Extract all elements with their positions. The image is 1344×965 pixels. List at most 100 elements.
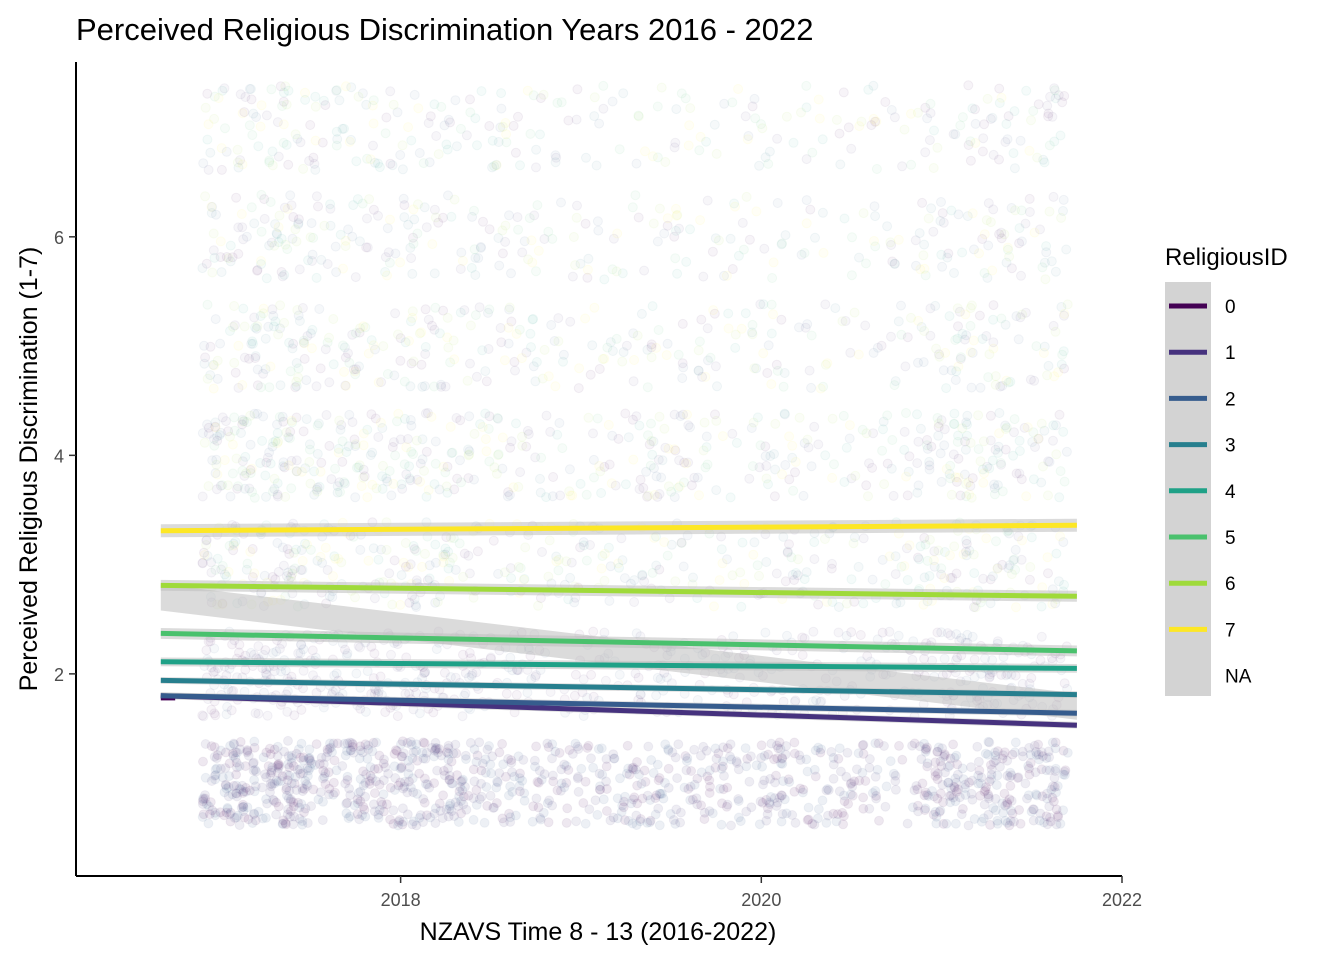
observation-point xyxy=(1023,790,1034,801)
observation-point xyxy=(885,756,896,767)
observation-point xyxy=(313,794,324,805)
observation-point xyxy=(558,356,568,367)
observation-point xyxy=(247,338,258,349)
observation-point xyxy=(409,594,420,605)
observation-point xyxy=(291,455,302,466)
observation-point xyxy=(433,747,444,758)
observation-point xyxy=(334,95,345,106)
observation-point xyxy=(573,772,583,782)
observation-point xyxy=(430,557,441,568)
observation-point xyxy=(1000,424,1011,434)
observation-point xyxy=(401,469,412,480)
observation-point xyxy=(239,321,250,332)
observation-point xyxy=(521,441,532,452)
observation-point xyxy=(442,312,453,323)
observation-point xyxy=(450,739,461,750)
observation-point xyxy=(838,87,849,98)
observation-point xyxy=(482,744,493,755)
observation-point xyxy=(512,212,523,223)
observation-point xyxy=(504,490,515,500)
observation-point xyxy=(525,328,536,339)
observation-point xyxy=(770,777,780,788)
observation-point xyxy=(407,268,418,279)
observation-point xyxy=(552,97,563,108)
observation-point xyxy=(283,432,294,443)
observation-point xyxy=(924,135,935,146)
observation-point xyxy=(670,818,681,829)
observation-point xyxy=(761,460,772,471)
observation-point xyxy=(209,708,220,719)
observation-point xyxy=(752,560,763,571)
observation-point xyxy=(494,768,505,779)
observation-point xyxy=(378,775,389,786)
observation-point xyxy=(556,97,567,108)
observation-point xyxy=(783,774,794,785)
observation-point xyxy=(206,567,217,578)
observation-point xyxy=(919,263,930,274)
observation-point xyxy=(413,103,424,114)
observation-point xyxy=(433,149,444,160)
observation-point xyxy=(794,412,805,423)
observation-point xyxy=(846,270,857,281)
observation-point xyxy=(501,137,512,148)
observation-point xyxy=(315,466,326,477)
observation-point xyxy=(244,120,255,131)
observation-point xyxy=(542,798,553,809)
observation-point xyxy=(212,553,223,564)
observation-point xyxy=(531,266,541,277)
observation-point xyxy=(531,741,542,752)
observation-point xyxy=(647,449,658,460)
observation-point xyxy=(363,555,374,566)
observation-point xyxy=(242,558,253,569)
observation-point xyxy=(794,322,804,333)
observation-point xyxy=(631,820,642,830)
observation-point xyxy=(200,772,211,783)
observation-point xyxy=(813,804,824,815)
observation-point xyxy=(385,782,396,793)
observation-point xyxy=(899,444,910,455)
observation-point xyxy=(475,242,486,253)
observation-point xyxy=(285,811,296,822)
observation-point xyxy=(594,118,605,129)
observation-point xyxy=(757,761,768,772)
observation-point xyxy=(238,788,248,798)
observation-point xyxy=(388,818,399,829)
observation-point xyxy=(355,745,366,756)
observation-point xyxy=(766,328,777,339)
observation-point xyxy=(1009,163,1020,174)
observation-point xyxy=(399,459,410,470)
observation-point xyxy=(619,573,630,584)
observation-point xyxy=(774,737,785,748)
observation-point xyxy=(546,320,557,330)
observation-point xyxy=(621,340,632,351)
observation-point xyxy=(877,627,888,638)
observation-point xyxy=(418,794,429,804)
observation-point xyxy=(231,453,242,464)
observation-point xyxy=(912,784,923,795)
observation-point xyxy=(500,236,511,247)
observation-point xyxy=(565,316,576,327)
observation-point xyxy=(938,217,949,228)
observation-point xyxy=(659,537,670,548)
observation-point xyxy=(253,641,264,652)
observation-point xyxy=(227,439,238,450)
observation-point xyxy=(238,806,249,817)
observation-point xyxy=(385,214,395,225)
observation-point xyxy=(1035,655,1046,666)
observation-point xyxy=(443,763,453,774)
observation-point xyxy=(442,747,453,758)
observation-point xyxy=(727,428,738,439)
observation-point xyxy=(526,342,536,353)
observation-point xyxy=(661,350,672,361)
observation-point xyxy=(1051,449,1062,460)
observation-point xyxy=(283,460,294,471)
observation-point xyxy=(866,120,877,131)
observation-point xyxy=(283,85,294,96)
observation-point xyxy=(727,570,738,581)
observation-point xyxy=(362,424,373,435)
observation-point xyxy=(442,461,453,472)
observation-point xyxy=(409,89,420,100)
observation-point xyxy=(827,472,838,483)
observation-point xyxy=(406,316,416,327)
observation-point xyxy=(222,802,233,813)
